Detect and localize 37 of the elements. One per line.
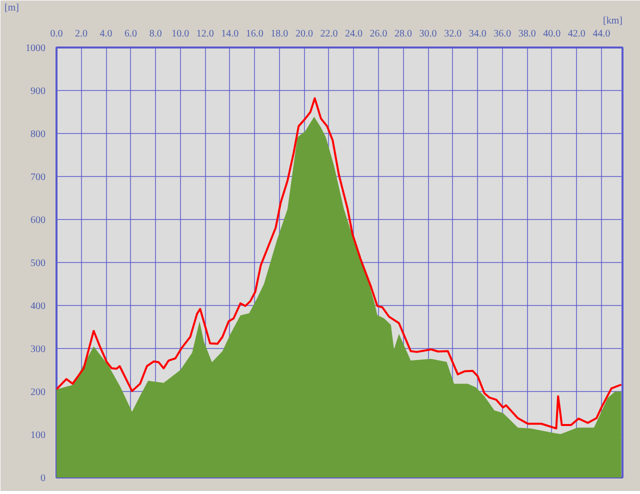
y-tick-label: 400	[30, 301, 46, 312]
x-tick-label: 6.0	[124, 28, 138, 40]
y-tick-label: 800	[30, 129, 46, 140]
y-tick-label: 100	[30, 430, 46, 441]
x-tick-label: 36.0	[494, 28, 512, 40]
y-axis-title: [m]	[4, 2, 19, 14]
x-tick-label: 12.0	[196, 28, 214, 40]
x-tick-label: 44.0	[592, 28, 610, 40]
y-tick-label: 1000	[26, 43, 46, 54]
y-tick-label: 0	[40, 473, 46, 484]
x-tick-label: 20.0	[295, 28, 313, 40]
x-tick-label: 2.0	[75, 28, 88, 40]
x-axis-title: [km]	[603, 16, 623, 26]
x-tick-label: 16.0	[246, 28, 264, 40]
y-tick-label: 600	[30, 215, 46, 226]
x-tick-label: 18.0	[270, 28, 288, 40]
x-tick-label: 34.0	[468, 28, 486, 40]
y-tick-label: 700	[30, 172, 46, 183]
line-series	[56, 97, 622, 430]
y-tick-label: 900	[30, 86, 46, 97]
x-tick-label: 32.0	[444, 28, 462, 40]
x-tick-label: 40.0	[543, 28, 561, 40]
x-tick-label: 42.0	[568, 28, 586, 40]
x-tick-label: 8.0	[149, 28, 162, 40]
x-tick-label: 28.0	[394, 28, 412, 40]
x-tick-label: 4.0	[100, 28, 112, 40]
x-tick-label: 22.0	[320, 28, 338, 40]
x-tick-label: 14.0	[221, 28, 239, 40]
x-tick-label: 38.0	[518, 28, 536, 40]
x-tick-label: 24.0	[344, 28, 362, 40]
y-tick-label: 500	[30, 258, 46, 269]
x-tick-label: 10.0	[172, 28, 190, 40]
x-tick-label: 26.0	[370, 28, 388, 40]
x-tick-label: 0.0	[50, 28, 63, 40]
y-tick-label: 300	[30, 344, 46, 355]
x-tick-label: 30.0	[419, 28, 437, 40]
y-tick-label: 200	[30, 387, 46, 398]
